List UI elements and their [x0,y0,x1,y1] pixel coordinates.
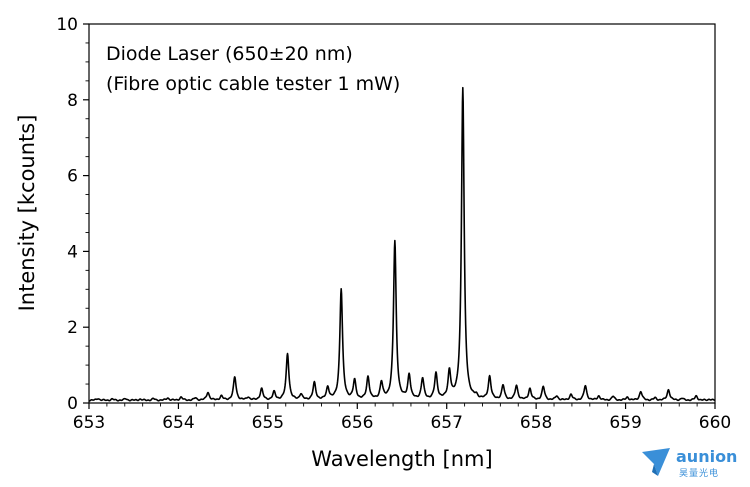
annotation-title: Diode Laser (650±20 nm) [106,43,353,65]
watermark-brand: aunion [676,447,738,466]
y-axis-ticks: 0 2 4 6 8 10 [56,15,89,414]
annotation-subtitle: (Fibre optic cable tester 1 mW) [106,73,400,95]
y-tick-label: 4 [67,242,78,262]
x-axis-ticks: 653 654 655 656 657 658 659 660 [73,403,731,433]
x-tick-label: 659 [609,413,641,433]
x-tick-label: 660 [699,413,731,433]
x-tick-label: 655 [252,413,284,433]
x-tick-label: 653 [73,413,105,433]
aunion-logo-icon [642,448,670,476]
x-tick-label: 657 [430,413,462,433]
series-line [88,86,716,402]
y-tick-label: 8 [67,91,78,111]
y-axis-title: Intensity [kcounts] [15,115,39,312]
y-tick-label: 6 [67,167,78,187]
y-tick-label: 2 [67,318,78,338]
x-tick-label: 654 [162,413,194,433]
x-tick-label: 656 [341,413,373,433]
y-tick-label: 0 [67,394,78,414]
watermark-sub: 昊量光电 [679,469,720,479]
y-tick-label: 10 [56,15,78,35]
x-axis-title: Wavelength [nm] [311,447,492,471]
minor-ticks [85,42,698,407]
plot-frame [88,23,716,404]
x-tick-label: 658 [520,413,552,433]
